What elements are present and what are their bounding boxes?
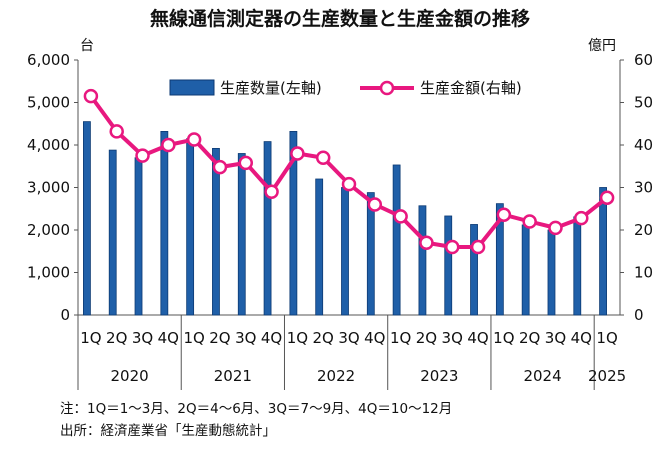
bar-9	[289, 130, 298, 316]
x-tick-label: 4Q	[261, 329, 282, 347]
legend-bar-swatch	[169, 79, 215, 96]
x-tick-label: 3Q	[338, 329, 359, 347]
x-tick-label: 1Q	[80, 329, 101, 347]
legend-bar-label: 生産数量(左軸)	[220, 79, 322, 97]
left-tick-label: 4,000	[27, 136, 70, 154]
x-tick-label: 4Q	[467, 329, 488, 347]
x-tick-label: 1Q	[596, 329, 617, 347]
right-tick-label: 10	[634, 264, 653, 282]
left-tick-label: 2,000	[27, 221, 70, 239]
right-tick-label: 0	[634, 306, 644, 324]
x-tick-label: 4Q	[158, 329, 179, 347]
value-point-3	[135, 148, 150, 163]
bar-20	[573, 216, 582, 316]
year-label: 2021	[214, 367, 252, 385]
footnote-definition: 注：1Q＝1～3月、2Q＝4～6月、3Q＝7～9月、4Q＝10～12月	[60, 401, 453, 417]
x-tick-label: 3Q	[132, 329, 153, 347]
value-point-5	[186, 132, 202, 147]
x-tick-label: 3Q	[235, 329, 256, 347]
value-point-9	[290, 146, 305, 161]
bar-5	[186, 138, 195, 316]
value-point-12	[367, 197, 383, 212]
bar-17	[495, 203, 504, 316]
value-point-7	[238, 155, 254, 171]
bar-15	[444, 215, 453, 316]
x-tick-label: 1Q	[183, 329, 204, 347]
year-label: 2020	[111, 367, 149, 385]
value-point-19	[548, 220, 563, 236]
bar-14	[418, 205, 427, 316]
left-tick-label: 6,000	[27, 51, 70, 69]
value-point-21	[599, 190, 615, 205]
value-point-4	[161, 137, 176, 153]
x-tick-label: 4Q	[571, 329, 592, 347]
left-tick-label: 0	[60, 306, 70, 324]
chart-title: 無線通信測定器の生産数量と生産金額の推移	[150, 7, 530, 30]
bar-3	[134, 157, 143, 316]
left-axis-unit: 台	[80, 38, 94, 54]
bar-19	[547, 229, 556, 316]
value-point-2	[109, 124, 124, 139]
bar-21	[599, 187, 607, 316]
bar-11	[341, 187, 349, 316]
x-tick-label: 2Q	[209, 329, 230, 347]
footnote-source: 出所：経済産業省「生産動態統計」	[60, 423, 276, 439]
right-axis-unit: 億円	[588, 38, 616, 54]
value-point-20	[574, 210, 589, 226]
value-point-15	[444, 239, 460, 255]
value-point-8	[264, 184, 279, 199]
x-tick-label: 3Q	[442, 329, 463, 347]
year-label: 2025	[588, 367, 626, 385]
year-label: 2024	[523, 367, 561, 385]
legend-line-label: 生産金額(右軸)	[420, 79, 522, 97]
x-tick-label: 2Q	[416, 329, 437, 347]
bar-18	[521, 224, 530, 316]
x-tick-label: 3Q	[545, 329, 566, 347]
left-tick-label: 5,000	[27, 94, 70, 112]
bar-12	[366, 192, 375, 316]
year-label: 2023	[420, 367, 458, 385]
value-point-16	[470, 239, 486, 255]
value-point-6	[212, 159, 228, 175]
bar-7	[237, 153, 246, 316]
x-tick-label: 2Q	[519, 329, 540, 347]
x-tick-label: 4Q	[364, 329, 385, 347]
x-tick-label: 2Q	[106, 329, 127, 347]
value-point-10	[315, 150, 331, 165]
bar-4	[160, 130, 169, 316]
value-point-13	[393, 209, 408, 224]
bar-2	[108, 149, 117, 316]
x-tick-label: 2Q	[313, 329, 334, 347]
bar-8	[263, 141, 272, 316]
value-point-18	[522, 214, 537, 229]
right-tick-label: 50	[634, 94, 653, 112]
x-tick-label: 1Q	[390, 329, 411, 347]
left-tick-label: 3,000	[27, 179, 70, 197]
right-tick-label: 20	[634, 221, 653, 239]
x-tick-label: 1Q	[493, 329, 514, 347]
right-tick-label: 40	[634, 136, 653, 154]
right-tick-label: 60	[634, 51, 653, 69]
year-label: 2022	[317, 367, 355, 385]
value-point-11	[341, 176, 357, 192]
bar-13	[392, 164, 401, 316]
bar-16	[470, 224, 478, 316]
x-tick-label: 1Q	[287, 329, 308, 347]
left-tick-label: 1,000	[27, 264, 70, 282]
value-point-1	[83, 88, 99, 104]
bar-1	[83, 121, 91, 316]
right-tick-label: 30	[634, 179, 653, 197]
legend: 生産数量(左軸) 生産金額(右軸)	[169, 79, 522, 97]
bar-10	[315, 178, 324, 316]
bar-6	[212, 147, 220, 316]
value-point-17	[496, 207, 512, 222]
value-point-14	[419, 235, 434, 250]
legend-line-marker	[379, 80, 395, 96]
